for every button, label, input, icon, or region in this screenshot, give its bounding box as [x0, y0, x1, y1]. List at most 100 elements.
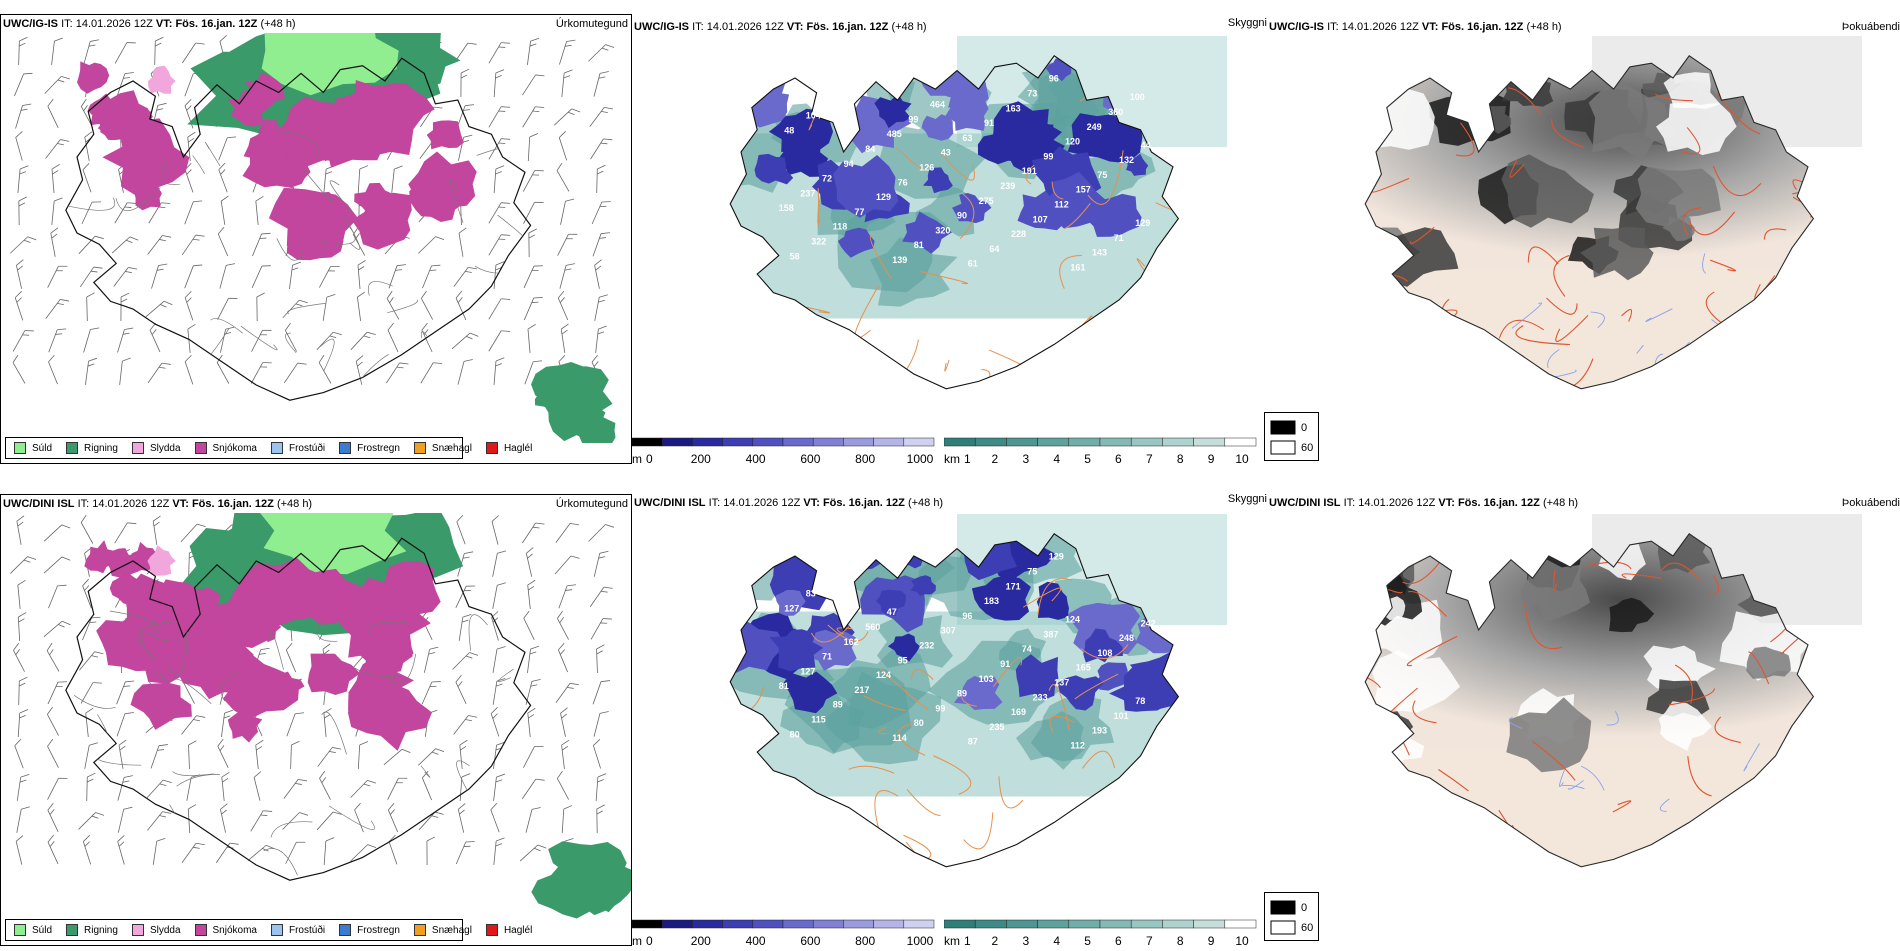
row-2: UWC/DINI ISL IT: 14.01.2026 12Z VT: Fös.…	[0, 480, 1900, 950]
wind-barb	[560, 708, 574, 737]
wind-barb	[520, 842, 546, 867]
wind-barb	[118, 326, 134, 355]
wind-barb	[291, 741, 300, 769]
colorbar-tick: 1000	[907, 452, 934, 466]
cloud-base-value: 107	[1033, 214, 1048, 224]
wind-barb	[525, 548, 539, 577]
colorbar-tick: 600	[800, 452, 820, 466]
cloud-base-value: 464	[930, 100, 945, 110]
colorbar-unit: km	[944, 934, 960, 948]
cloud-base-value: 129	[876, 192, 891, 202]
wind-barb	[117, 710, 134, 739]
fog-panel-1: UWC/IG-IS IT: 14.01.2026 12Z VT: Fös. 16…	[1267, 14, 1900, 464]
it-value: 14.01.2026 12Z	[92, 498, 169, 510]
colorbar-swatch	[632, 438, 662, 446]
cloud-base-value: 158	[779, 203, 794, 213]
cloud-base-value: 104	[806, 111, 821, 121]
cloud-base-value: 99	[1043, 151, 1053, 161]
vt-value: Fös. 16.jan. 12Z	[1441, 21, 1523, 33]
cloud-base-value: 114	[892, 733, 907, 743]
wind-barb	[419, 809, 444, 835]
wind-barb	[147, 777, 172, 803]
wind-barb	[323, 293, 335, 322]
colorbar-swatch	[1225, 920, 1256, 928]
model-name: UWC/DINI ISL	[3, 498, 75, 510]
cloud-base-value: 61	[849, 81, 859, 91]
cloud-base-value: 157	[1076, 185, 1091, 195]
cloud-base-value: 51	[871, 66, 881, 76]
cloud-base-value: 73	[1027, 89, 1037, 99]
legend-label: Rigning	[84, 443, 118, 454]
colorbar-swatch	[1100, 920, 1131, 928]
colorbar-swatch	[1194, 438, 1225, 446]
wind-barb	[458, 228, 471, 257]
wind-barb	[419, 291, 439, 319]
legend-swatch	[271, 442, 283, 454]
wind-barb	[460, 773, 470, 801]
wind-barb	[52, 197, 63, 226]
wind-barb	[283, 297, 308, 323]
wind-barb	[355, 356, 369, 385]
wind-barb	[493, 645, 505, 674]
wind-barb	[388, 775, 408, 804]
wind-barb	[421, 771, 439, 800]
wind-barb	[217, 163, 234, 192]
wind-barb	[46, 739, 66, 768]
wind-barb	[489, 199, 510, 227]
colorbar-swatch	[813, 438, 843, 446]
wind-barb	[526, 806, 541, 835]
wind-barb	[324, 837, 334, 865]
wind-barb	[219, 134, 236, 163]
cloud-base-value: 83	[806, 589, 816, 599]
wind-barb	[19, 677, 28, 705]
wind-barb	[13, 327, 34, 355]
wind-barb	[188, 805, 198, 833]
wind-barb	[185, 198, 202, 227]
cloud-base-value: 89	[957, 689, 967, 699]
wind-barb	[19, 197, 27, 225]
fog-legend-label: 60	[1301, 442, 1313, 454]
cloud-header: UWC/IG-IS IT: 14.01.2026 12Z VT: Fös. 16…	[634, 21, 927, 33]
wind-barb	[187, 132, 198, 161]
colorbar-swatch	[874, 920, 904, 928]
colorbar-tick: 0	[646, 452, 653, 466]
cloud-base-value: 169	[1011, 707, 1026, 717]
colorbar-unit: m	[632, 934, 642, 948]
fog-legend-label: 0	[1301, 902, 1307, 914]
colorbar-swatch	[1162, 438, 1193, 446]
wind-barb	[286, 839, 306, 868]
colorbar-tick: 5	[1084, 452, 1091, 466]
fog-header: UWC/IG-IS IT: 14.01.2026 12Z VT: Fös. 16…	[1269, 21, 1562, 33]
colorbar-tick: 10	[1235, 934, 1249, 948]
wind-barb	[562, 805, 572, 833]
colorbar-swatch	[662, 920, 692, 928]
cloud-base-value: 102	[871, 544, 886, 554]
wind-barb	[318, 744, 341, 771]
wind-barb	[489, 327, 510, 355]
vt-label: VT:	[1438, 497, 1455, 509]
cloud-base-value: 320	[935, 225, 950, 235]
fog-legend-label: 0	[1301, 422, 1307, 434]
wind-barb	[387, 803, 405, 832]
wind-barb	[184, 291, 201, 320]
cloud-base-value: 108	[1097, 648, 1112, 658]
cloud-header: UWC/DINI ISL IT: 14.01.2026 12Z VT: Fös.…	[634, 497, 943, 509]
colorbar-swatch	[1194, 920, 1225, 928]
cloud-base-value: 48	[784, 126, 794, 136]
wind-barb	[385, 291, 406, 319]
wind-barb	[285, 643, 303, 672]
vt-label: VT:	[803, 497, 820, 509]
precip-panel-1: UWC/IG-IS IT: 14.01.2026 12Z VT: Fös. 16…	[0, 14, 632, 464]
wind-barb	[529, 229, 537, 257]
vt-label: VT:	[156, 18, 173, 30]
lead-time: (+48 h)	[277, 498, 312, 510]
wind-barb	[147, 809, 171, 836]
wind-barb	[457, 804, 471, 833]
colorbar-swatch	[1038, 438, 1069, 446]
wind-barb	[559, 38, 575, 67]
wind-barb	[48, 678, 67, 707]
cloud-base-value: 191	[1022, 166, 1037, 176]
colorbar-tick: 1	[964, 934, 971, 948]
